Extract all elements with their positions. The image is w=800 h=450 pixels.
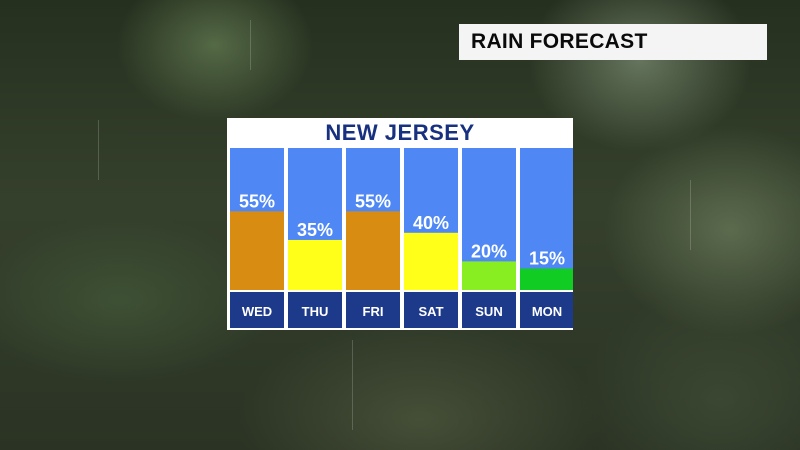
day-label-mon: MON (532, 304, 562, 319)
rain-forecast-banner: RAIN FORECAST (459, 24, 767, 60)
banner-title: RAIN FORECAST (471, 30, 648, 53)
column-background (520, 148, 573, 290)
bar-mon (520, 268, 573, 290)
value-label-mon: 15% (529, 249, 565, 269)
bar-sun (462, 261, 516, 290)
day-label-fri: FRI (363, 304, 384, 319)
bar-wed (230, 211, 284, 290)
rain-streak (690, 180, 691, 250)
day-label-sun: SUN (475, 304, 502, 319)
day-label-thu: THU (302, 304, 329, 319)
value-label-fri: 55% (355, 191, 391, 211)
bar-fri (346, 211, 400, 290)
chart-title: NEW JERSEY (227, 118, 573, 148)
value-label-thu: 35% (297, 220, 333, 240)
value-label-sat: 40% (413, 213, 449, 233)
day-label-sat: SAT (418, 304, 443, 319)
bar-sat (404, 232, 458, 290)
day-label-bg (520, 292, 573, 328)
chart-title-text: NEW JERSEY (325, 120, 475, 145)
rain-streak (98, 120, 99, 180)
forecast-panel: NEW JERSEY 55% WED 35% THU 55% FRI 40% SAT 20% SU… (227, 118, 573, 330)
day-label-bg (462, 292, 516, 328)
rain-streak (352, 340, 353, 430)
bar-thu (288, 239, 342, 290)
value-label-wed: 55% (239, 191, 275, 211)
day-label-wed: WED (242, 304, 272, 319)
rain-streak (250, 20, 251, 70)
day-label-bg (288, 292, 342, 328)
value-label-sun: 20% (471, 241, 507, 261)
day-label-bg (346, 292, 400, 328)
day-label-bg (230, 292, 284, 328)
rain-chance-chart: 55% WED 35% THU 55% FRI 40% SAT 20% SUN 15% MON (227, 148, 573, 330)
day-label-bg (404, 292, 458, 328)
